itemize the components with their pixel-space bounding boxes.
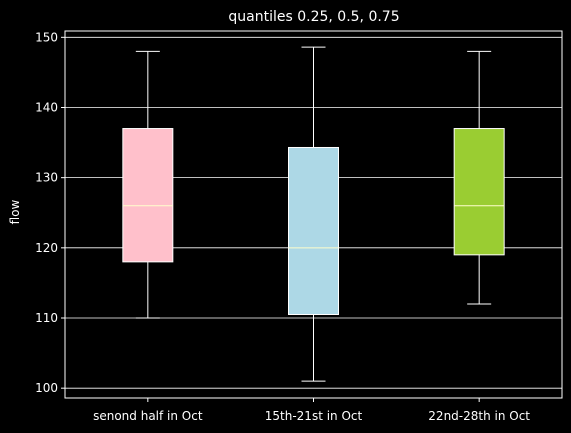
y-tick-label-150: 150 <box>35 30 58 44</box>
box-2 <box>454 129 504 255</box>
y-axis-label: flow <box>8 199 22 224</box>
y-tick-label-130: 130 <box>35 171 58 185</box>
x-tick-label-0: senond half in Oct <box>93 409 203 423</box>
y-tick-label-110: 110 <box>35 311 58 325</box>
x-tick-label-2: 22nd-28th in Oct <box>428 409 530 423</box>
x-tick-label-1: 15th-21st in Oct <box>265 409 363 423</box>
box-0 <box>123 129 173 262</box>
chart-title: quantiles 0.25, 0.5, 0.75 <box>228 9 399 25</box>
box-1 <box>289 147 339 314</box>
y-tick-label-140: 140 <box>35 100 58 114</box>
y-tick-label-100: 100 <box>35 381 58 395</box>
y-tick-label-120: 120 <box>35 241 58 255</box>
